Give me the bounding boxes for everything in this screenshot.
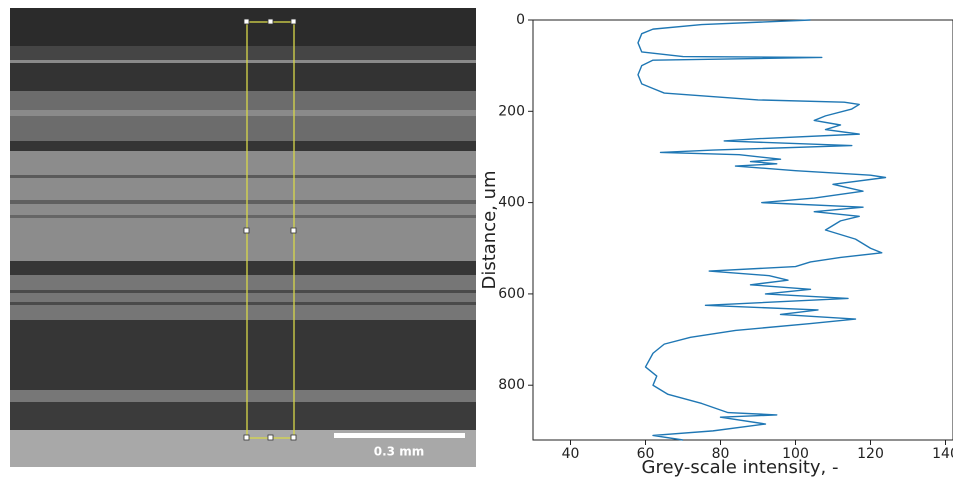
chart: Grey-scale intensity, - Distance, um 40 6…	[479, 12, 953, 478]
y-tick-label: 0	[516, 12, 525, 28]
profile-line	[637, 19, 887, 441]
x-tick-label: 40	[562, 446, 580, 462]
y-tick-label: 400	[498, 195, 525, 211]
micrograph: 0.3 mm	[10, 8, 476, 467]
x-tick-label: 60	[637, 446, 655, 462]
x-tick-label: 120	[857, 446, 884, 462]
plot-frame	[532, 19, 953, 441]
x-tick-label: 80	[712, 446, 730, 462]
y-tick-label: 800	[498, 377, 525, 393]
y-axis-label: Distance, um	[479, 170, 500, 289]
y-tick-label: 600	[498, 286, 525, 302]
scale-label: 0.3 mm	[374, 445, 424, 459]
y-tick-label: 200	[498, 103, 525, 119]
x-axis-label: Grey-scale intensity, -	[642, 457, 839, 478]
x-tick-label: 140	[932, 446, 953, 462]
x-tick-label: 100	[782, 446, 809, 462]
scale-bar	[334, 433, 465, 438]
